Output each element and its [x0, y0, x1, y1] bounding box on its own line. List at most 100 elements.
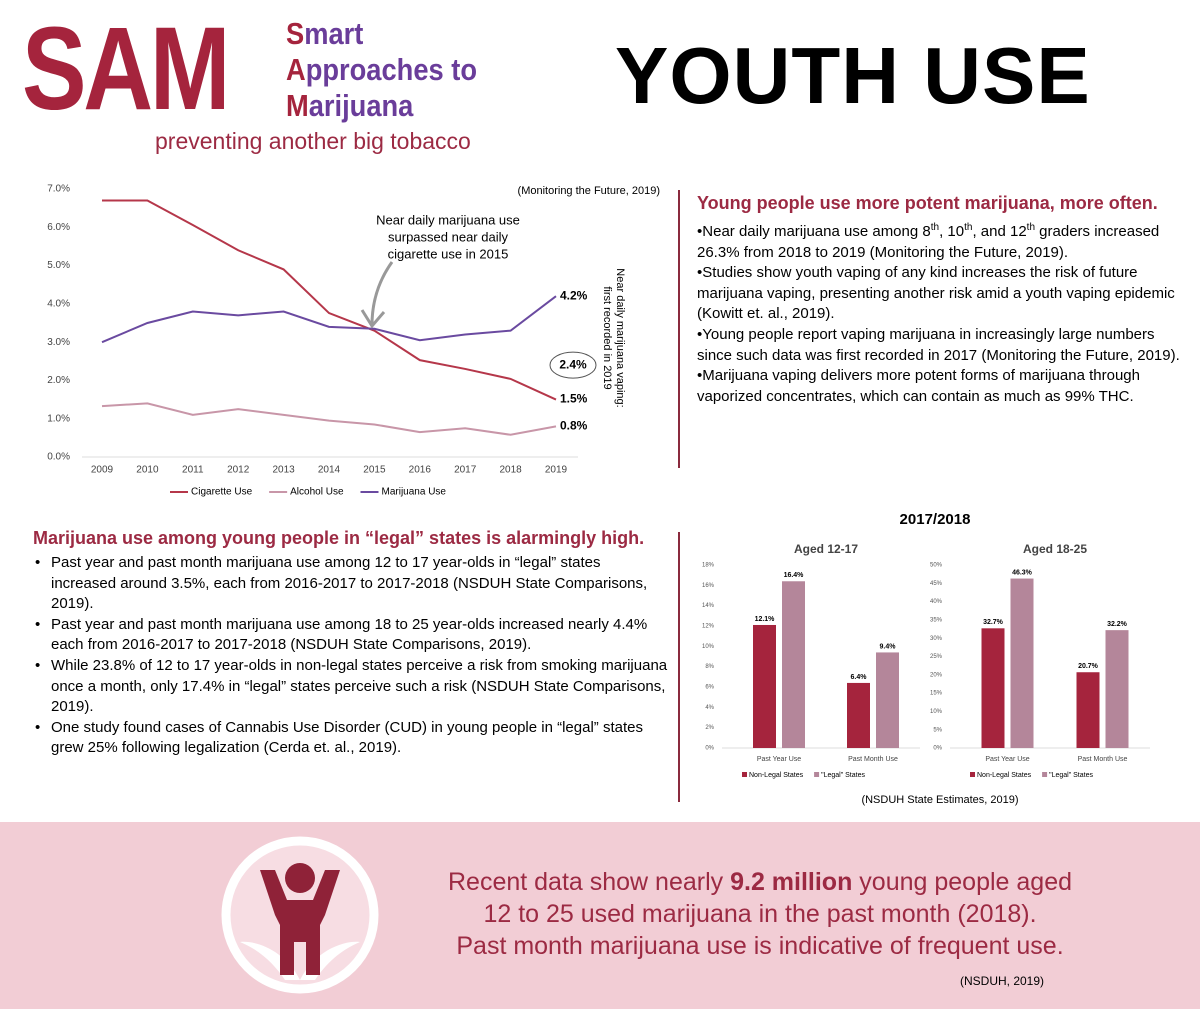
highlight: 9.2 million: [730, 868, 853, 896]
y-tick-label: 35%: [930, 617, 943, 623]
text: graders increased 26.3% from 2018 to 201…: [697, 223, 1160, 261]
x-tick-label: Past Year Use: [757, 756, 801, 763]
y-tick-label: 10%: [930, 709, 943, 715]
legend-label: Non-Legal States: [749, 772, 804, 779]
logo-text: Smart Approaches to Marijuana: [286, 16, 477, 124]
logo: SAM: [22, 3, 230, 135]
footer-line: Recent data show nearly 9.2 million youn…: [380, 866, 1140, 898]
bullet: Studies show youth vaping of any kind in…: [697, 263, 1187, 325]
text: , and 12: [972, 223, 1027, 240]
series-line: [102, 199, 557, 401]
annotation: Near daily marijuana use: [376, 212, 520, 227]
text: young people aged: [852, 868, 1073, 896]
y-tick-label: 16%: [702, 583, 715, 589]
icon: [221, 836, 379, 994]
y-tick-label: 4.0%: [47, 298, 70, 309]
source: (NSDUH, 2019): [960, 974, 1045, 988]
text: , 10: [939, 223, 965, 240]
y-tick-label: 15%: [930, 691, 943, 697]
annotation: cigarette use in 2015: [388, 246, 509, 261]
y-tick-label: 40%: [930, 599, 943, 605]
x-tick-label: 2009: [91, 465, 114, 476]
bar: [1076, 672, 1100, 748]
bar: [847, 682, 870, 748]
y-tick-label: 1.0%: [47, 413, 70, 424]
y-tick-label: 14%: [702, 603, 715, 609]
text: th: [964, 222, 973, 233]
value-label: 20.7%: [1078, 663, 1099, 670]
logo-line: Marijuana: [286, 88, 414, 123]
value-label: 9.4%: [880, 643, 897, 650]
x-tick-label: Past Month Use: [848, 756, 898, 763]
logo-line: Smart: [286, 16, 364, 51]
y-tick-label: 50%: [930, 563, 943, 569]
line-chart: (Monitoring the Future, 2019) 0.0% 1.0% 2.0…: [47, 184, 660, 498]
source: (NSDUH State Estimates, 2019): [861, 794, 1019, 806]
x-tick-label: Past Month Use: [1078, 756, 1128, 763]
x-tick-label: 2019: [545, 465, 568, 476]
text: Recent data show nearly: [447, 868, 731, 896]
logo-line: Approaches to: [286, 52, 478, 87]
vertical-note: Near daily marijuana vaping:: [614, 268, 626, 407]
bullet: While 23.8% of 12 to 17 year-olds in non…: [33, 656, 668, 718]
bullet-list: Near daily marijuana use among 8th, 10th…: [697, 218, 1187, 407]
bullet: Young people report vaping marijuana in …: [697, 325, 1187, 366]
y-tick-label: 2%: [705, 725, 714, 731]
value-label: 1.5%: [560, 392, 588, 406]
value-label: 32.2%: [1107, 621, 1128, 628]
y-tick-label: 45%: [930, 581, 943, 587]
y-tick-label: 0.0%: [47, 452, 70, 463]
y-tick-label: 30%: [930, 636, 943, 642]
tagline: preventing another big tobacco: [155, 128, 471, 154]
y-tick-label: 10%: [702, 644, 715, 650]
text: th: [930, 222, 940, 233]
divider: [678, 532, 680, 802]
x-tick-label: 2014: [318, 465, 341, 476]
x-tick-label: 2018: [499, 465, 522, 476]
x-tick-label: 2016: [409, 465, 432, 476]
y-tick-label: 25%: [930, 654, 943, 660]
legend-label: Non-Legal States: [977, 772, 1032, 779]
footer-line: 12 to 25 used marijuana in the past mont…: [483, 900, 1037, 928]
footer: Recent data show nearly 9.2 million youn…: [0, 822, 1200, 1009]
x-tick-label: 2013: [272, 465, 295, 476]
y-tick-label: 3.0%: [47, 337, 70, 348]
legend-swatch: [742, 772, 747, 777]
legend-swatch: [970, 772, 975, 777]
text-section: Marijuana use among young people in “leg…: [33, 528, 668, 759]
legend-label: Marijuana Use: [382, 487, 447, 498]
y-tick-label: 4%: [705, 705, 714, 711]
bullet: Past year and past month marijuana use a…: [33, 553, 668, 615]
vertical-note: first recorded in 2019: [601, 286, 613, 389]
legend-label: "Legal" States: [821, 772, 865, 779]
value-label: 12.1%: [755, 616, 776, 623]
value-label: 2.4%: [559, 357, 587, 371]
x-tick-label: Past Year Use: [985, 756, 1029, 763]
bar: [753, 624, 776, 748]
highlight-circle: [549, 351, 597, 379]
bullet: Past year and past month marijuana use a…: [33, 615, 668, 656]
legend-label: "Legal" States: [1049, 772, 1093, 779]
y-tick-label: 0%: [933, 746, 942, 752]
value-label: 4.2%: [560, 288, 588, 302]
footer-line: Past month marijuana use is indicative o…: [456, 932, 1064, 960]
y-tick-label: 5%: [933, 727, 942, 733]
y-tick-label: 2.0%: [47, 375, 70, 386]
bullet: Near daily marijuana use among 8th, 10th…: [697, 218, 1187, 263]
y-tick-label: 6.0%: [47, 222, 70, 233]
section-heading: Young people use more potent marijuana, …: [697, 193, 1158, 213]
bullet: Marijuana vaping delivers more potent fo…: [697, 366, 1187, 407]
bar: [876, 652, 899, 748]
text-section: Young people use more potent marijuana, …: [697, 193, 1187, 407]
legend-swatch: [1042, 772, 1048, 777]
y-tick-label: 7.0%: [47, 184, 70, 195]
bar: [782, 581, 805, 748]
source: (Monitoring the Future, 2019): [518, 185, 660, 197]
bullet: One study found cases of Cannabis Use Di…: [33, 718, 668, 759]
y-tick-label: 6%: [705, 685, 714, 691]
x-tick-label: 2012: [227, 465, 250, 476]
value-label: 46.3%: [1012, 569, 1033, 576]
legend-label: Alcohol Use: [290, 487, 344, 498]
legend-swatch: [814, 772, 820, 777]
